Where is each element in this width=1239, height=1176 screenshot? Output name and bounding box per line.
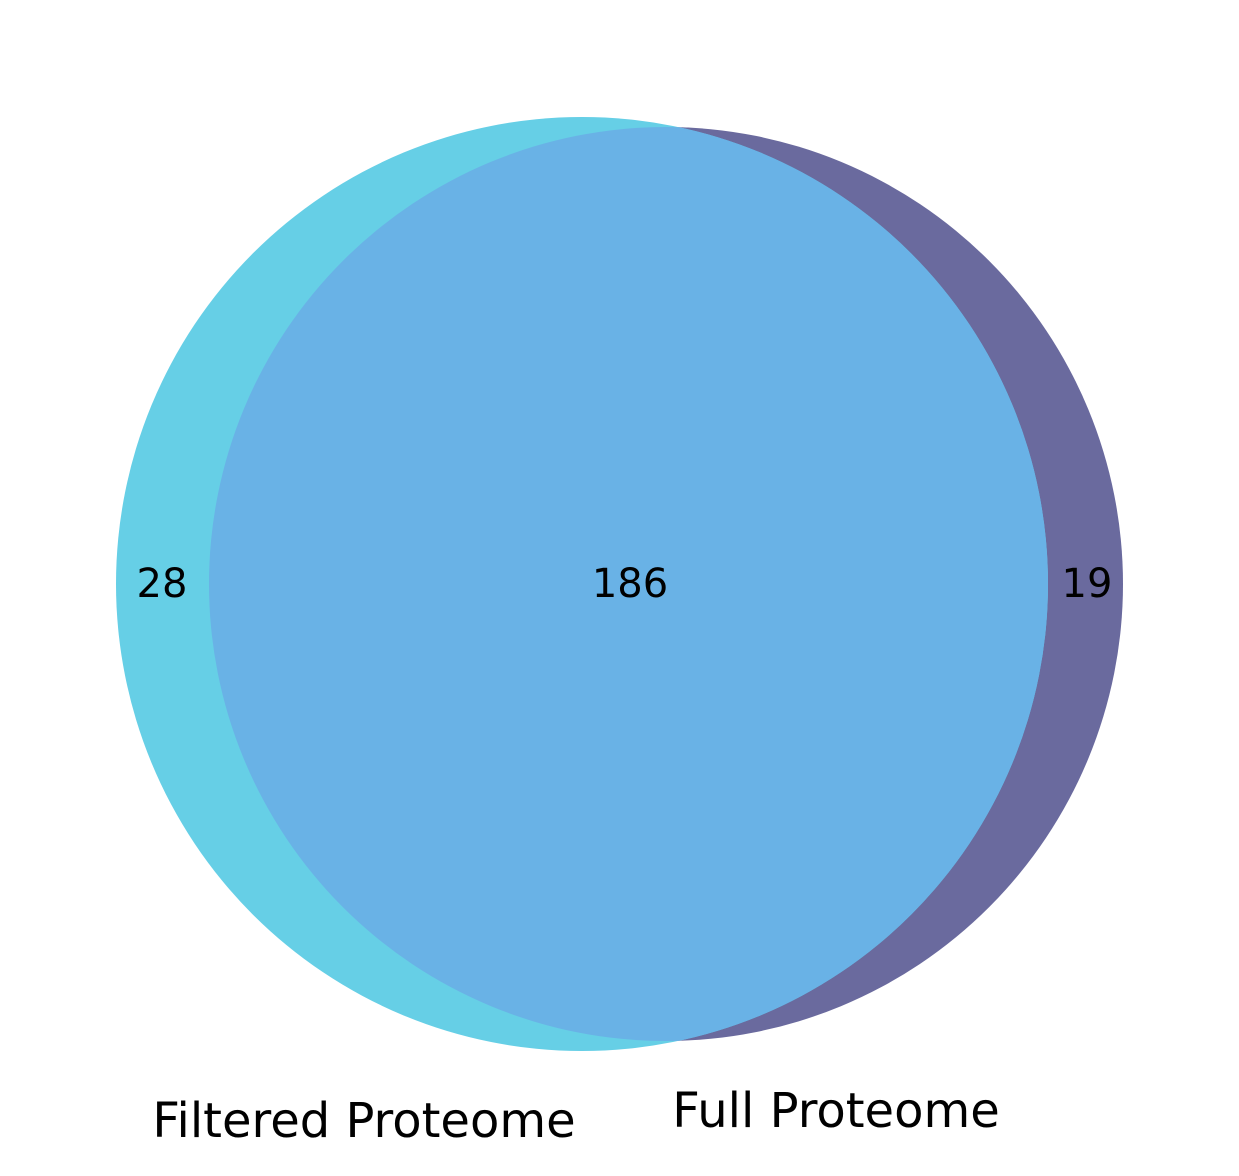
intersection-region — [209, 127, 1048, 1041]
full-proteome-label: Full Proteome — [672, 1083, 1000, 1139]
filtered-only-count: 28 — [137, 561, 188, 607]
full-only-count: 19 — [1062, 561, 1113, 607]
filtered-proteome-label: Filtered Proteome — [152, 1093, 575, 1149]
intersection-count: 186 — [592, 561, 668, 607]
